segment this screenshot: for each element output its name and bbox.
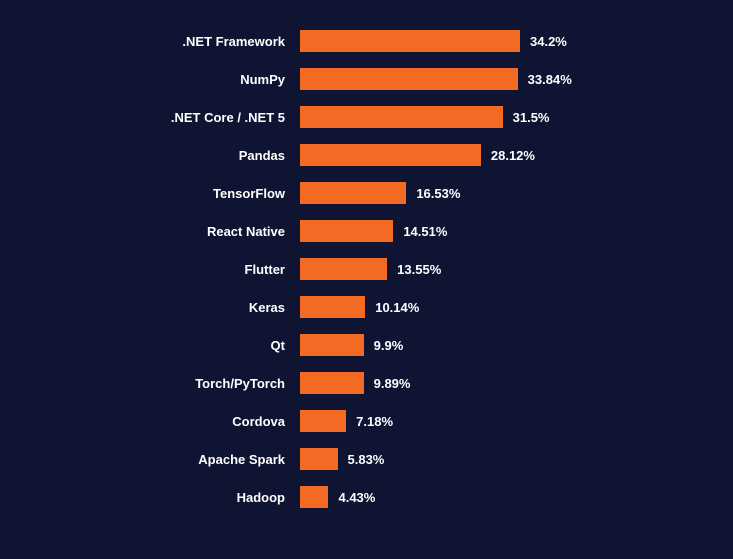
bar-row: Flutter 13.55% <box>20 258 713 280</box>
bar-value: 33.84% <box>528 72 572 87</box>
bar-value: 34.2% <box>530 34 567 49</box>
framework-usage-chart: .NET Framework 34.2% NumPy 33.84% .NET Core … <box>20 30 713 508</box>
bar-fill <box>300 258 387 280</box>
bar-row: React Native 14.51% <box>20 220 713 242</box>
bar-value: 7.18% <box>356 414 393 429</box>
bar-track: 34.2% <box>300 30 713 52</box>
bar-row: TensorFlow 16.53% <box>20 182 713 204</box>
bar-track: 9.9% <box>300 334 713 356</box>
bar-row: Torch/PyTorch 9.89% <box>20 372 713 394</box>
bar-row: .NET Framework 34.2% <box>20 30 713 52</box>
bar-track: 9.89% <box>300 372 713 394</box>
bar-row: NumPy 33.84% <box>20 68 713 90</box>
bar-fill <box>300 220 393 242</box>
bar-fill <box>300 106 503 128</box>
bar-fill <box>300 372 364 394</box>
bar-track: 33.84% <box>300 68 713 90</box>
bar-track: 10.14% <box>300 296 713 318</box>
bar-label: React Native <box>20 224 300 239</box>
bar-row: Keras 10.14% <box>20 296 713 318</box>
bar-row: Pandas 28.12% <box>20 144 713 166</box>
bar-track: 7.18% <box>300 410 713 432</box>
bar-row: Apache Spark 5.83% <box>20 448 713 470</box>
bar-value: 14.51% <box>403 224 447 239</box>
bar-track: 13.55% <box>300 258 713 280</box>
bar-fill <box>300 68 518 90</box>
bar-row: Cordova 7.18% <box>20 410 713 432</box>
bar-label: .NET Framework <box>20 34 300 49</box>
bar-value: 13.55% <box>397 262 441 277</box>
bar-fill <box>300 296 365 318</box>
bar-value: 10.14% <box>375 300 419 315</box>
bar-label: Flutter <box>20 262 300 277</box>
bar-fill <box>300 144 481 166</box>
bar-label: Keras <box>20 300 300 315</box>
bar-label: Pandas <box>20 148 300 163</box>
bar-track: 31.5% <box>300 106 713 128</box>
bar-row: Qt 9.9% <box>20 334 713 356</box>
bar-label: Torch/PyTorch <box>20 376 300 391</box>
bar-track: 4.43% <box>300 486 713 508</box>
bar-track: 14.51% <box>300 220 713 242</box>
bar-fill <box>300 486 328 508</box>
bar-label: Apache Spark <box>20 452 300 467</box>
bar-label: TensorFlow <box>20 186 300 201</box>
bar-fill <box>300 334 364 356</box>
bar-track: 28.12% <box>300 144 713 166</box>
bar-label: NumPy <box>20 72 300 87</box>
bar-value: 9.9% <box>374 338 404 353</box>
bar-label: .NET Core / .NET 5 <box>20 110 300 125</box>
bar-label: Hadoop <box>20 490 300 505</box>
bar-value: 5.83% <box>348 452 385 467</box>
bar-fill <box>300 30 520 52</box>
bar-row: Hadoop 4.43% <box>20 486 713 508</box>
bar-value: 31.5% <box>513 110 550 125</box>
bar-track: 16.53% <box>300 182 713 204</box>
bar-fill <box>300 448 338 470</box>
bar-track: 5.83% <box>300 448 713 470</box>
bar-value: 4.43% <box>338 490 375 505</box>
bar-label: Qt <box>20 338 300 353</box>
bar-row: .NET Core / .NET 5 31.5% <box>20 106 713 128</box>
bar-fill <box>300 410 346 432</box>
bar-fill <box>300 182 406 204</box>
bar-value: 9.89% <box>374 376 411 391</box>
bar-value: 16.53% <box>416 186 460 201</box>
bar-label: Cordova <box>20 414 300 429</box>
bar-value: 28.12% <box>491 148 535 163</box>
